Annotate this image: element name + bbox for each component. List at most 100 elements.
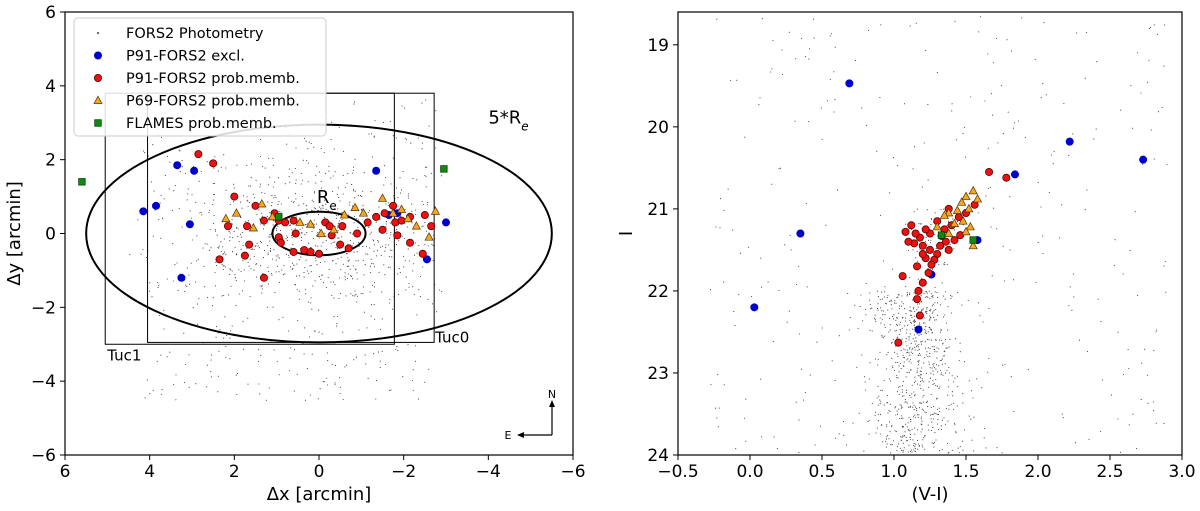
photometry-dot bbox=[261, 284, 263, 287]
cmd-photometry-dot bbox=[984, 427, 986, 430]
cmd-photometry-dot bbox=[829, 78, 831, 81]
photometry-dot bbox=[353, 222, 355, 224]
cmd-photometry-dot bbox=[891, 357, 893, 359]
data-point bbox=[275, 213, 283, 221]
cmd-data-point bbox=[918, 241, 927, 250]
photometry-dot bbox=[249, 295, 251, 298]
cmd-photometry-dot bbox=[881, 310, 883, 312]
photometry-dot bbox=[188, 274, 190, 276]
photometry-dot bbox=[371, 262, 373, 264]
cmd-photometry-dot bbox=[917, 448, 919, 450]
cmd-photometry-dot bbox=[910, 321, 912, 323]
cmd-photometry-dot bbox=[889, 318, 891, 320]
cmd-photometry-dot bbox=[907, 429, 909, 431]
cmd-photometry-dot bbox=[911, 316, 913, 318]
photometry-dot bbox=[158, 314, 160, 316]
photometry-dot bbox=[362, 245, 364, 248]
cmd-photometry-dot bbox=[914, 406, 917, 408]
cmd-photometry-dot bbox=[942, 374, 944, 376]
photometry-dot bbox=[291, 237, 293, 239]
photometry-dot bbox=[184, 172, 186, 174]
cmd-photometry-dot bbox=[910, 310, 912, 312]
photometry-dot bbox=[319, 261, 321, 264]
data-point bbox=[378, 225, 387, 234]
cmd-photometry-dot bbox=[1097, 298, 1099, 300]
cmd-photometry-dot bbox=[959, 351, 961, 353]
cmd-photometry-dot bbox=[922, 439, 924, 441]
cmd-photometry-dot bbox=[929, 310, 931, 312]
cmd-photometry-dot bbox=[923, 142, 925, 144]
cmd-photometry-dot bbox=[920, 301, 922, 303]
cmd-photometry-dot bbox=[924, 296, 926, 298]
cmd-photometry-dot bbox=[902, 348, 904, 350]
photometry-dot bbox=[402, 170, 404, 173]
photometry-dot bbox=[225, 189, 227, 191]
cmd-photometry-dot bbox=[913, 449, 915, 451]
photometry-dot bbox=[277, 225, 279, 227]
photometry-dot bbox=[213, 214, 215, 216]
cmd-photometry-dot bbox=[918, 348, 920, 350]
cmd-photometry-dot bbox=[976, 378, 978, 380]
cmd-photometry-dot bbox=[939, 369, 941, 371]
photometry-dot bbox=[206, 243, 208, 245]
photometry-dot bbox=[389, 298, 391, 300]
photometry-dot bbox=[243, 280, 245, 282]
cmd-photometry-dot bbox=[776, 448, 778, 450]
photometry-dot bbox=[284, 183, 286, 185]
photometry-dot bbox=[315, 182, 317, 184]
photometry-dot bbox=[369, 265, 372, 267]
y-tick-label: 6 bbox=[45, 3, 56, 23]
photometry-dot bbox=[262, 272, 264, 275]
photometry-dot bbox=[339, 277, 341, 279]
cmd-data-point bbox=[921, 225, 930, 234]
cmd-photometry-dot bbox=[935, 413, 937, 415]
cmd-photometry-dot bbox=[913, 315, 915, 317]
photometry-dot bbox=[163, 328, 165, 330]
cmd-photometry-dot bbox=[884, 302, 886, 304]
cmd-photometry-dot bbox=[906, 372, 908, 374]
cmd-photometry-dot bbox=[938, 407, 940, 409]
cmd-photometry-dot bbox=[913, 445, 915, 447]
cmd-photometry-dot bbox=[946, 347, 948, 349]
cmd-data-point bbox=[1002, 173, 1011, 182]
cmd-photometry-dot bbox=[921, 367, 923, 369]
cmd-photometry-dot bbox=[915, 416, 917, 418]
photometry-dot bbox=[252, 193, 254, 195]
photometry-dot bbox=[260, 241, 263, 244]
photometry-dot bbox=[235, 254, 238, 256]
cmd-y-tick-label: 21 bbox=[647, 200, 669, 220]
cmd-photometry-dot bbox=[917, 367, 919, 369]
cmd-photometry-dot bbox=[888, 331, 890, 333]
data-point bbox=[363, 218, 372, 227]
cmd-photometry-dot bbox=[1142, 163, 1144, 165]
cmd-photometry-dot bbox=[1074, 442, 1076, 444]
cmd-photometry-dot bbox=[886, 436, 888, 438]
photometry-dot bbox=[356, 278, 358, 280]
cmd-photometry-dot bbox=[869, 329, 871, 331]
cmd-photometry-dot bbox=[788, 31, 790, 33]
photometry-dot bbox=[332, 260, 334, 262]
series-p69-fors2-prob-memb- bbox=[221, 193, 441, 241]
photometry-dot bbox=[259, 139, 262, 141]
photometry-dot bbox=[186, 286, 188, 288]
cmd-photometry-dot bbox=[1010, 50, 1013, 52]
cmd-photometry-dot bbox=[891, 425, 893, 427]
photometry-dot bbox=[385, 247, 387, 249]
photometry-dot bbox=[395, 244, 398, 246]
photometry-dot bbox=[291, 172, 293, 174]
cmd-photometry-dot bbox=[963, 429, 966, 431]
cmd-photometry-dot bbox=[900, 367, 902, 370]
photometry-dot bbox=[400, 189, 403, 191]
photometry-dot bbox=[390, 389, 392, 391]
photometry-dot bbox=[152, 389, 154, 391]
photometry-dot bbox=[422, 266, 424, 268]
cmd-series-p69-fors2-prob-memb- bbox=[932, 185, 983, 250]
photometry-dot bbox=[174, 185, 176, 187]
cmd-photometry-dot bbox=[942, 295, 944, 297]
photometry-dot bbox=[319, 388, 321, 390]
photometry-dot bbox=[218, 350, 220, 352]
cmd-photometry-dot bbox=[905, 338, 907, 340]
photometry-dot bbox=[234, 274, 236, 276]
cmd-photometry-dot bbox=[1078, 339, 1081, 341]
cmd-photometry-dot bbox=[1004, 363, 1006, 366]
